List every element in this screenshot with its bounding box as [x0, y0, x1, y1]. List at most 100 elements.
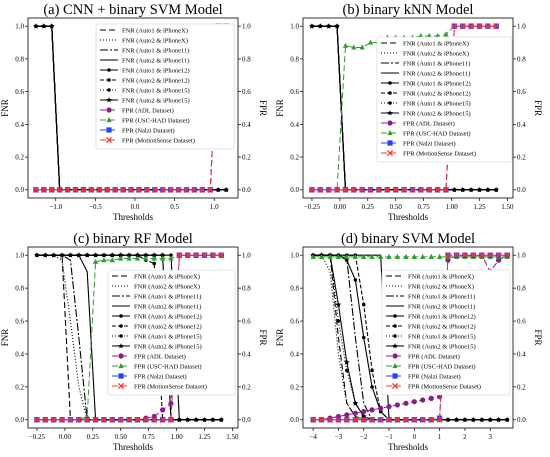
y-tick-label: 0.0: [290, 186, 299, 194]
legend-marker: [107, 78, 111, 82]
legend-label: FNR (Auto1 & iPhone12): [408, 313, 476, 320]
data-point: [127, 186, 135, 193]
legend-marker: [106, 107, 112, 113]
data-point: [495, 416, 502, 423]
data-point: [437, 253, 443, 259]
data-point: [470, 416, 477, 423]
x-tick-label: 1.50: [226, 433, 239, 441]
x-tick-label: 0.00: [334, 203, 347, 211]
x-tick-label: 3: [488, 433, 492, 441]
data-point: [168, 255, 174, 261]
data-point: [451, 186, 458, 193]
y2-axis-label: FPR: [533, 329, 543, 345]
legend-marker: [118, 353, 124, 359]
data-point: [317, 186, 324, 193]
legend-label: FNR (Auto2 & iPhone12): [122, 77, 190, 84]
data-point: [209, 252, 216, 259]
data-point: [160, 407, 166, 413]
data-point: [142, 252, 149, 258]
data-point: [151, 255, 157, 261]
data-point: [411, 416, 418, 423]
data-point: [386, 404, 392, 410]
x-tick-label: 0.5: [170, 203, 179, 211]
data-point: [48, 23, 55, 29]
y-tick-label: 0.8: [15, 285, 24, 293]
legend-label: FNR (Auto1 & iPhoneX): [134, 273, 200, 280]
data-point: [210, 416, 216, 423]
legend-marker: [118, 362, 124, 369]
data-point: [109, 252, 116, 258]
data-point: [343, 416, 350, 423]
data-point: [120, 186, 127, 193]
legend-label: FNR (Auto1 & iPhoneX): [408, 273, 474, 280]
data-point: [442, 186, 450, 193]
data-point: [67, 252, 74, 258]
x-tick-label: −2: [360, 433, 368, 441]
legend-label: FPR (USC-HAD Dataset): [134, 363, 202, 370]
legend-marker: [107, 88, 111, 92]
y-tick-label: 0.6: [290, 317, 299, 325]
x-tick-label: 1: [438, 433, 442, 441]
data-point: [344, 253, 350, 259]
legend-label: FNR (Auto1 & iPhone12): [403, 80, 471, 87]
data-point: [84, 416, 91, 423]
legend-label: FPR (USC-HAD Dataset): [408, 363, 476, 370]
x-axis-label: Thresholds: [113, 442, 153, 452]
data-point: [344, 368, 349, 373]
x-tick-label: 0.00: [59, 433, 72, 441]
data-point: [126, 252, 132, 258]
data-point: [143, 255, 149, 261]
data-point: [167, 416, 175, 423]
data-point: [75, 252, 82, 258]
data-point: [370, 368, 374, 373]
legend-marker: [388, 91, 392, 95]
data-point: [478, 252, 485, 259]
x-tick-label: 0.50: [390, 203, 403, 211]
legend-marker: [392, 373, 398, 379]
data-point: [50, 252, 57, 258]
y-axis-label: FNR: [0, 329, 10, 347]
legend-label: FPR (MotionSense Dataset): [134, 383, 207, 390]
legend-marker: [117, 382, 125, 390]
x-tick-label: −1: [385, 433, 393, 441]
legend-label: FNR (Auto1 & iPhone15): [403, 100, 471, 107]
data-point: [135, 186, 143, 193]
data-point: [428, 395, 434, 401]
data-point: [334, 23, 340, 29]
data-point: [80, 186, 87, 193]
data-point: [369, 407, 375, 413]
data-point: [193, 252, 200, 259]
legend-label: FPR (MotionSense Dataset): [122, 137, 195, 144]
x-tick-label: 2: [463, 433, 467, 441]
y2-tick-label: 0.8: [242, 285, 251, 293]
legend-marker: [118, 373, 124, 379]
y2-tick-label: 0.6: [517, 88, 526, 96]
data-point: [434, 186, 441, 193]
y2-tick-label: 0.0: [517, 186, 526, 194]
data-point: [104, 186, 111, 193]
legend-marker: [392, 362, 398, 369]
data-point: [48, 186, 55, 193]
y-tick-label: 1.0: [290, 252, 299, 260]
data-point: [92, 416, 99, 423]
data-point: [451, 23, 458, 30]
data-point: [495, 252, 502, 259]
legend-label: FNR (Auto2 & iPhone11): [122, 57, 189, 64]
y-tick-label: 0.0: [15, 186, 24, 194]
data-point: [394, 253, 400, 259]
legend-marker: [393, 324, 397, 328]
data-point: [134, 255, 141, 261]
y-tick-label: 0.2: [290, 383, 299, 391]
data-point: [443, 31, 449, 37]
data-point: [461, 252, 468, 259]
data-point: [100, 416, 108, 423]
data-point: [191, 186, 198, 193]
legend-label: FPR (MotionSense Dataset): [403, 150, 476, 157]
data-point: [176, 416, 183, 423]
data-point: [453, 252, 460, 259]
data-point: [367, 186, 374, 193]
chart-title: (d) binary SVM Model: [341, 231, 475, 247]
data-point: [476, 186, 483, 193]
data-point: [504, 252, 511, 259]
